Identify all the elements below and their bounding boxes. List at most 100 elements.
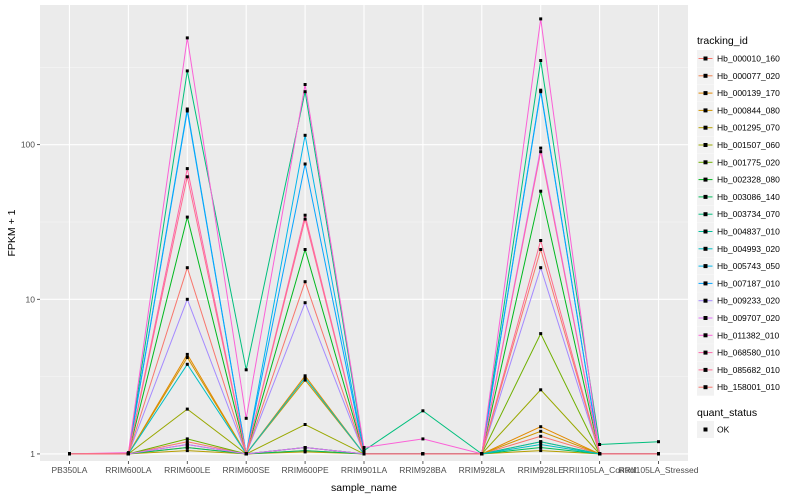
legend-label: Hb_001295_070 bbox=[717, 123, 780, 133]
data-point bbox=[539, 146, 543, 150]
y-axis: 1 10 100 bbox=[21, 140, 40, 459]
legend-label: Hb_085682_010 bbox=[717, 365, 780, 375]
data-point bbox=[539, 443, 543, 446]
legend-label: Hb_004837_010 bbox=[717, 227, 780, 237]
legend-point bbox=[703, 385, 708, 390]
legend-label: Hb_007187_010 bbox=[717, 278, 780, 288]
data-point bbox=[185, 175, 189, 179]
y-tick-label: 1 bbox=[30, 449, 35, 459]
data-point bbox=[185, 362, 189, 366]
data-point bbox=[185, 356, 189, 359]
legend-label: Hb_009233_020 bbox=[717, 296, 780, 306]
legend-point bbox=[703, 194, 708, 199]
x-tick-label: RRIM901LA bbox=[341, 465, 388, 475]
x-axis-title: sample_name bbox=[331, 482, 397, 494]
legend-point bbox=[703, 367, 708, 372]
shape-legend-title: quant_status bbox=[697, 407, 757, 419]
legend-label: Hb_011382_010 bbox=[717, 330, 780, 340]
data-point bbox=[185, 437, 189, 441]
x-tick-label: RRIM928LE bbox=[518, 465, 565, 475]
data-point bbox=[303, 217, 307, 221]
data-point bbox=[539, 17, 543, 21]
data-point bbox=[598, 443, 602, 446]
y-axis-title: FPKM + 1 bbox=[6, 209, 18, 256]
legend-point bbox=[703, 333, 708, 338]
data-point bbox=[539, 332, 543, 336]
legend-label: Hb_000844_080 bbox=[717, 105, 780, 115]
legend-label: Hb_005743_050 bbox=[717, 261, 780, 271]
legend-point bbox=[703, 143, 708, 147]
data-point bbox=[185, 266, 189, 270]
x-tick-label: PB350LA bbox=[51, 465, 87, 475]
data-point bbox=[539, 239, 543, 242]
x-tick-label: RRIM600LA bbox=[105, 465, 152, 475]
legend-title: tracking_id bbox=[697, 35, 748, 47]
shape-legend-label-ok: OK bbox=[717, 425, 730, 435]
data-point bbox=[539, 446, 543, 449]
legend-point bbox=[703, 160, 708, 165]
x-tick-label: RRII105LA_Stressed bbox=[619, 465, 699, 475]
data-point bbox=[362, 449, 366, 453]
data-point bbox=[185, 107, 189, 111]
legend-point bbox=[703, 212, 708, 217]
data-point bbox=[539, 248, 543, 251]
data-point bbox=[421, 409, 425, 413]
legend-point bbox=[703, 246, 708, 251]
legend-point bbox=[703, 73, 708, 78]
x-tick-label: RRIM600LE bbox=[164, 465, 211, 475]
data-point bbox=[539, 388, 543, 392]
legend: tracking_id Hb_000010_160 Hb_000077_020 Hb… bbox=[697, 35, 780, 438]
data-point bbox=[303, 376, 307, 380]
x-tick-label: RRIM928LA bbox=[459, 465, 506, 475]
data-point bbox=[598, 452, 602, 456]
data-point bbox=[421, 452, 425, 456]
legend-point bbox=[703, 108, 708, 113]
data-point bbox=[539, 440, 543, 444]
data-point bbox=[303, 83, 307, 86]
legend-label: Hb_000139_170 bbox=[717, 88, 780, 98]
data-point bbox=[539, 90, 543, 94]
legend-point bbox=[703, 316, 708, 320]
data-point bbox=[185, 407, 189, 411]
data-point bbox=[185, 352, 189, 356]
data-point bbox=[126, 452, 130, 456]
data-point bbox=[185, 440, 189, 444]
legend-label: Hb_001507_060 bbox=[717, 140, 780, 150]
x-tick-label: RRII105LA_Control bbox=[563, 465, 637, 475]
data-point bbox=[185, 69, 189, 73]
legend-label: Hb_000077_020 bbox=[717, 71, 780, 81]
data-point bbox=[303, 374, 307, 378]
legend-label: Hb_004993_020 bbox=[717, 244, 780, 254]
data-point bbox=[185, 446, 189, 449]
legend-point bbox=[703, 229, 708, 234]
y-tick-label: 10 bbox=[26, 294, 36, 304]
data-point bbox=[185, 167, 189, 171]
shape-legend-square bbox=[703, 427, 708, 432]
data-point bbox=[303, 90, 307, 94]
legend-point bbox=[703, 350, 708, 355]
legend-point bbox=[703, 125, 708, 130]
data-point bbox=[244, 416, 248, 420]
data-point bbox=[303, 133, 307, 137]
data-point bbox=[303, 280, 307, 284]
data-point bbox=[185, 215, 189, 219]
data-point bbox=[539, 150, 543, 154]
data-point bbox=[303, 213, 307, 217]
data-point bbox=[539, 59, 543, 62]
data-point bbox=[303, 378, 307, 382]
data-point bbox=[303, 449, 307, 453]
data-point bbox=[539, 429, 543, 433]
data-point bbox=[539, 434, 543, 438]
legend-label: Hb_000010_160 bbox=[717, 54, 780, 64]
legend-label: Hb_003734_070 bbox=[717, 209, 780, 219]
data-point bbox=[185, 443, 189, 446]
legend-label: Hb_002328_080 bbox=[717, 175, 780, 185]
data-point bbox=[185, 109, 189, 113]
data-point bbox=[362, 446, 366, 449]
legend-point bbox=[703, 281, 708, 286]
legend-label: Hb_001775_020 bbox=[717, 157, 780, 167]
legend-point bbox=[703, 298, 708, 303]
data-point bbox=[539, 449, 543, 453]
x-tick-label: RRIM928BA bbox=[399, 465, 447, 475]
